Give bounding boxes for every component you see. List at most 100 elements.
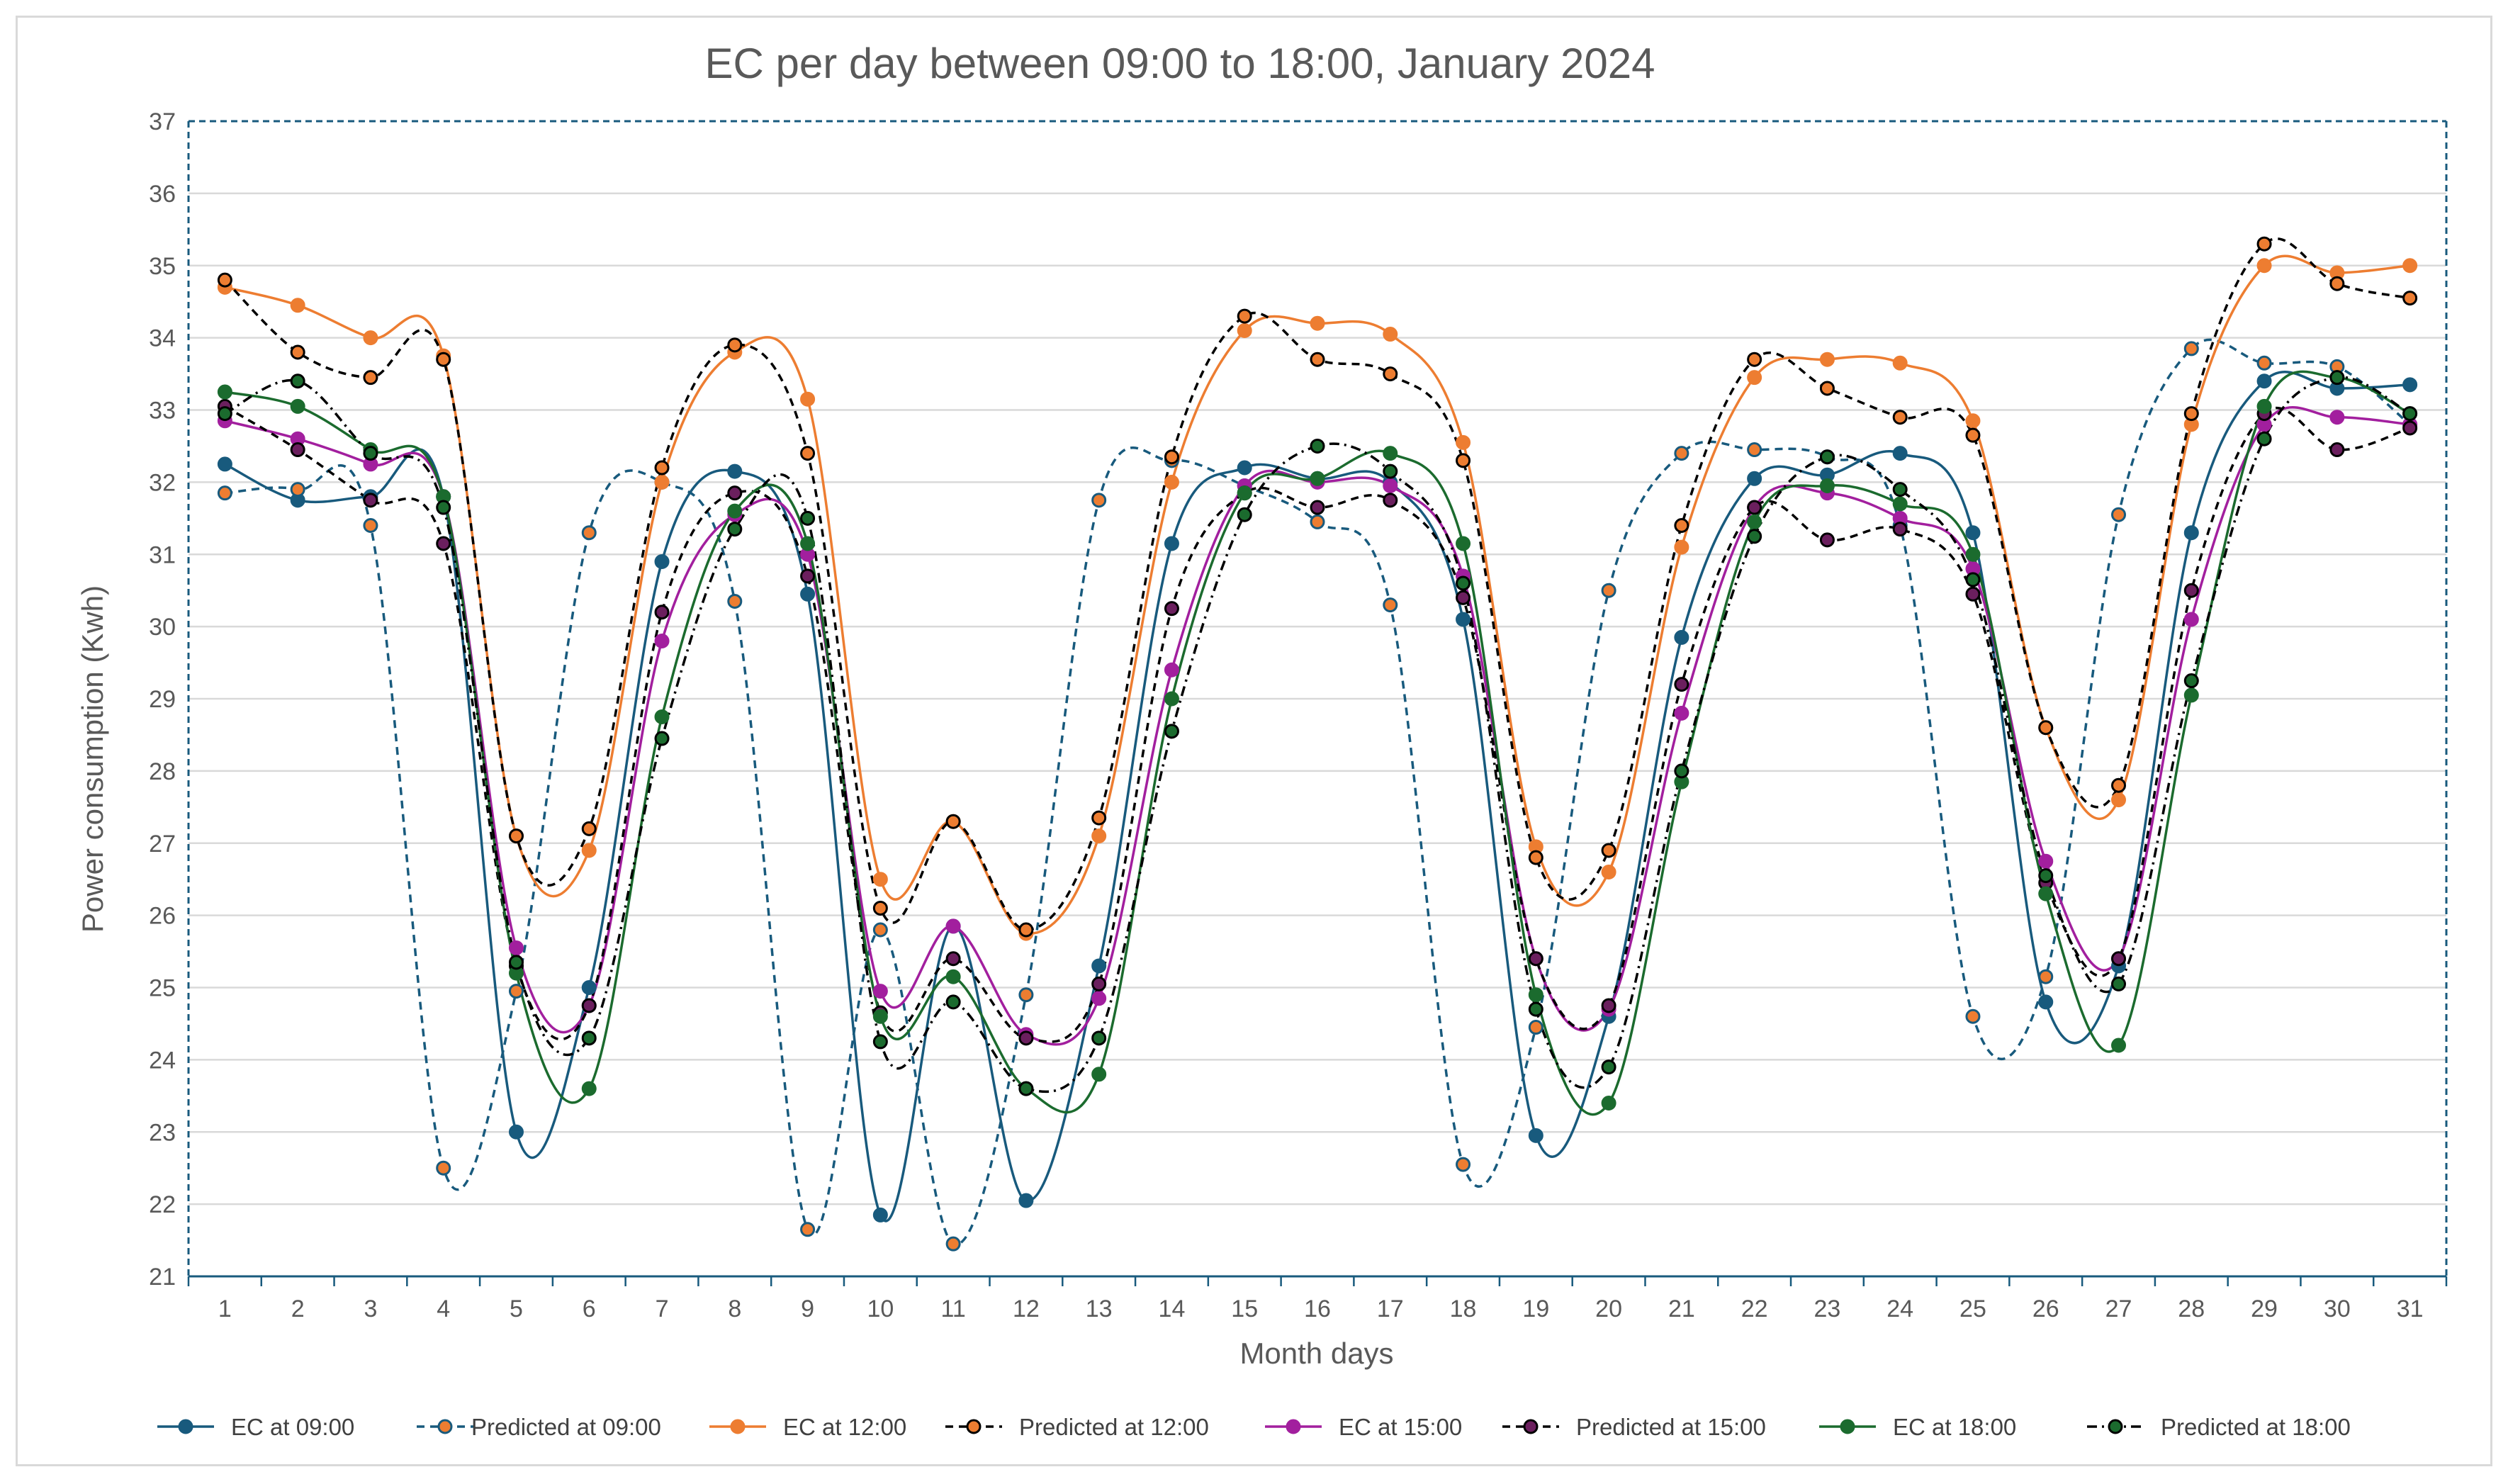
data-point xyxy=(2183,612,2199,627)
data-point xyxy=(363,493,378,508)
data-point xyxy=(217,384,232,400)
data-point xyxy=(1819,478,1835,493)
data-point xyxy=(2183,341,2199,356)
data-point xyxy=(2256,236,2272,252)
data-point xyxy=(654,474,670,490)
data-point xyxy=(2038,886,2054,901)
x-tick-label: 6 xyxy=(583,1295,596,1322)
data-point xyxy=(1965,546,1981,562)
data-point xyxy=(2402,420,2418,436)
x-tick-label: 17 xyxy=(1377,1295,1404,1322)
data-point xyxy=(1674,446,1689,461)
data-point xyxy=(2183,525,2199,541)
data-point xyxy=(1456,612,1471,627)
legend-item[interactable]: Predicted at 09:00 xyxy=(417,1414,661,1440)
data-point xyxy=(2111,507,2127,522)
y-tick-label: 36 xyxy=(149,181,176,208)
data-point xyxy=(1383,327,1398,342)
data-point xyxy=(2111,1038,2127,1053)
data-point xyxy=(1747,352,1762,367)
data-point xyxy=(1965,413,1981,429)
y-tick-label: 35 xyxy=(149,253,176,280)
y-tick-label: 32 xyxy=(149,469,176,496)
data-point xyxy=(1747,471,1762,486)
legend-item[interactable]: EC at 15:00 xyxy=(1265,1414,1462,1440)
data-point xyxy=(1819,449,1835,465)
data-point xyxy=(1965,525,1981,541)
data-point xyxy=(1164,536,1179,551)
data-point xyxy=(1747,514,1762,529)
series-line-predicted-at-12-00 xyxy=(224,237,2410,931)
data-point xyxy=(1091,1030,1107,1046)
x-tick-label: 28 xyxy=(2178,1295,2205,1322)
x-tick-label: 13 xyxy=(1086,1295,1113,1322)
data-point xyxy=(2183,673,2199,689)
data-point xyxy=(2402,406,2418,422)
legend-label: EC at 15:00 xyxy=(1339,1414,1462,1440)
data-point xyxy=(1237,507,1252,522)
legend-label: Predicted at 15:00 xyxy=(1576,1414,1766,1440)
data-point xyxy=(508,955,524,970)
data-markers xyxy=(217,236,2418,1252)
data-point xyxy=(508,1124,524,1140)
data-point xyxy=(290,344,305,360)
y-tick-label: 23 xyxy=(149,1119,176,1146)
data-point xyxy=(1383,493,1398,508)
x-tick-label: 1 xyxy=(218,1295,232,1322)
legend-item[interactable]: EC at 09:00 xyxy=(157,1414,354,1440)
data-point xyxy=(363,518,378,533)
chart-title: EC per day between 09:00 to 18:00, Janua… xyxy=(705,40,1655,87)
data-point xyxy=(2256,398,2272,414)
data-point xyxy=(800,536,816,551)
data-point xyxy=(1456,453,1471,468)
x-tick-label: 24 xyxy=(1886,1295,1913,1322)
data-point xyxy=(2256,355,2272,371)
legend-item[interactable]: Predicted at 18:00 xyxy=(2087,1414,2351,1440)
data-point xyxy=(436,500,451,515)
data-point xyxy=(945,814,961,829)
data-point xyxy=(800,1222,816,1237)
data-point xyxy=(800,586,816,602)
data-point xyxy=(217,272,232,288)
data-point xyxy=(1164,449,1179,465)
legend-item[interactable]: Predicted at 12:00 xyxy=(945,1414,1209,1440)
data-point xyxy=(508,984,524,999)
x-tick-label: 7 xyxy=(656,1295,669,1322)
data-point xyxy=(1310,438,1325,454)
data-point xyxy=(1091,828,1107,844)
y-tick-label: 34 xyxy=(149,325,176,352)
data-point xyxy=(1164,724,1179,739)
legend-item[interactable]: EC at 12:00 xyxy=(709,1414,906,1440)
x-tick-label: 9 xyxy=(801,1295,814,1322)
data-point xyxy=(1310,471,1325,486)
data-point xyxy=(581,998,597,1013)
data-point xyxy=(436,352,451,367)
legend-item[interactable]: Predicted at 15:00 xyxy=(1502,1414,1766,1440)
data-point xyxy=(800,510,816,526)
data-point xyxy=(2111,792,2127,808)
data-point xyxy=(1383,366,1398,382)
legend-item[interactable]: EC at 18:00 xyxy=(1819,1414,2016,1440)
data-point xyxy=(1965,572,1981,588)
data-point xyxy=(436,536,451,551)
data-point xyxy=(800,446,816,461)
data-point xyxy=(1747,500,1762,515)
y-tick-label: 21 xyxy=(149,1264,176,1291)
data-point xyxy=(1456,434,1471,450)
legend-swatch-marker xyxy=(2108,1419,2123,1434)
data-point xyxy=(1674,518,1689,533)
data-point xyxy=(1892,496,1908,512)
data-point xyxy=(654,709,670,724)
data-point xyxy=(290,482,305,498)
data-point xyxy=(1819,381,1835,396)
data-point xyxy=(2038,994,2054,1010)
data-point xyxy=(2329,276,2345,291)
data-point xyxy=(1601,1059,1616,1075)
x-tick-label: 11 xyxy=(940,1295,965,1322)
data-point xyxy=(727,522,743,537)
data-point xyxy=(2038,969,2054,984)
data-point xyxy=(727,485,743,501)
data-point xyxy=(1164,691,1179,707)
data-point xyxy=(1164,601,1179,617)
legend-swatch-marker xyxy=(1523,1419,1539,1434)
